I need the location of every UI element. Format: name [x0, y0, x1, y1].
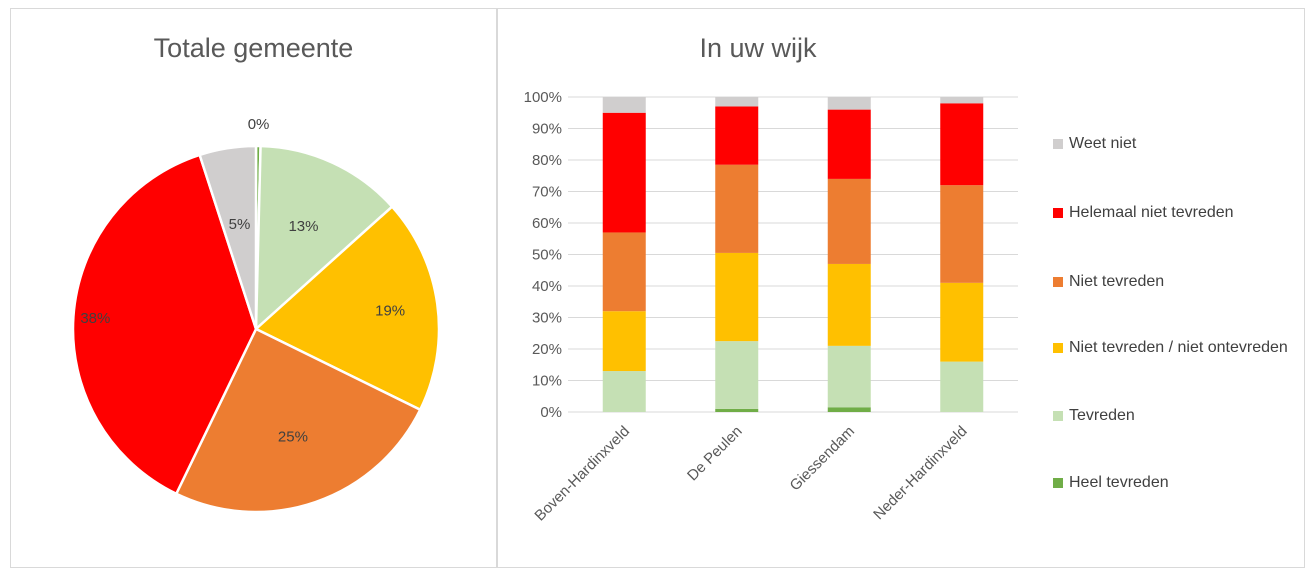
x-tick-label: Boven-Hardinxveld — [531, 423, 633, 525]
x-tick-label: Neder-Hardinxveld — [870, 423, 970, 523]
bar-segment-heel-tevreden — [715, 408, 759, 412]
bar-segment-niet-tevreden-niet-ontevreden — [827, 263, 871, 346]
bar-segment-weet-niet — [940, 97, 984, 104]
legend-label: Weet niet — [1069, 135, 1137, 152]
y-tick-label: 20% — [532, 341, 562, 358]
y-tick-label: 10% — [532, 373, 562, 390]
legend-swatch — [1053, 478, 1063, 488]
legend-item: Tevreden — [1053, 404, 1299, 428]
bar-segment-weet-niet — [827, 97, 871, 110]
legend-swatch — [1053, 411, 1063, 421]
bar-segment-niet-tevreden-niet-ontevreden — [602, 311, 646, 372]
bar-segment-helemaal-niet-tevreden — [827, 109, 871, 179]
legend-item: Niet tevreden — [1053, 270, 1299, 294]
y-tick-label: 40% — [532, 278, 562, 295]
legend-swatch — [1053, 343, 1063, 353]
y-tick-label: 0% — [540, 404, 562, 421]
legend-label: Tevreden — [1069, 407, 1135, 424]
y-tick-label: 80% — [532, 152, 562, 169]
legend-label: Heel tevreden — [1069, 474, 1169, 491]
bar-segment-niet-tevreden-niet-ontevreden — [940, 282, 984, 362]
legend-swatch — [1053, 277, 1063, 287]
bar-segment-niet-tevreden — [827, 178, 871, 264]
bar-segment-heel-tevreden — [827, 407, 871, 412]
legend-label: Niet tevreden — [1069, 273, 1165, 290]
y-tick-label: 60% — [532, 215, 562, 232]
bar-segment-weet-niet — [602, 97, 646, 113]
bar-segment-helemaal-niet-tevreden — [602, 112, 646, 233]
bar-segment-niet-tevreden-niet-ontevreden — [715, 252, 759, 342]
pie-slice-niet-tevreden — [174, 327, 422, 514]
legend-label: Helemaal niet tevreden — [1069, 204, 1234, 221]
legend-item: Niet tevreden / niet ontevreden — [1053, 336, 1299, 360]
y-tick-label: 100% — [524, 89, 562, 106]
pie-chart: 0% 13% 19% 25% 38% 5% — [71, 116, 441, 514]
bar-segment-weet-niet — [715, 97, 759, 107]
legend-swatch — [1053, 139, 1063, 149]
bar-segment-niet-tevreden — [602, 232, 646, 312]
y-tick-label: 50% — [532, 247, 562, 264]
pie-data-label: 0% — [248, 116, 270, 133]
pie-data-label: 13% — [288, 218, 318, 235]
pie-slice-helemaal-niet-tevreden — [71, 153, 258, 496]
legend-item: Helemaal niet tevreden — [1053, 201, 1299, 225]
pie-chart-panel: Totale gemeente 0% 13% 19% 25% 38% 5% — [10, 8, 497, 568]
pie-data-label: 25% — [278, 428, 308, 445]
bar-segment-helemaal-niet-tevreden — [940, 103, 984, 186]
x-tick-label: Giessendam — [787, 423, 859, 495]
bar-chart-panel: In uw wijk 0% 10% 20% 30% 40% 50% 60% 70% 80% 90%… — [497, 8, 1305, 568]
legend-label: Niet tevreden / niet ontevreden — [1069, 339, 1288, 356]
pie-slice-weet-niet — [198, 144, 258, 330]
bar-segment-tevreden — [940, 361, 984, 412]
bar-segment-helemaal-niet-tevreden — [715, 106, 759, 165]
bar-segment-tevreden — [715, 341, 759, 409]
x-tick-label: De Peulen — [684, 423, 746, 485]
bar-segment-niet-tevreden — [940, 185, 984, 283]
pie-slice-niet-tevreden-niet-ontevreden — [253, 204, 441, 412]
pie-data-label: 5% — [229, 216, 251, 233]
pie-data-label: 38% — [80, 310, 110, 327]
bar-chart-title: In uw wijk — [699, 33, 817, 63]
pie-data-label: 19% — [375, 302, 405, 319]
legend-swatch — [1053, 208, 1063, 218]
bar-segment-tevreden — [602, 371, 646, 412]
pie-slice-tevreden — [254, 144, 394, 332]
legend-item: Weet niet — [1053, 132, 1299, 156]
bar-segment-niet-tevreden — [715, 164, 759, 253]
y-tick-label: 90% — [532, 121, 562, 138]
legend-item: Heel tevreden — [1053, 471, 1299, 495]
y-tick-label: 30% — [532, 310, 562, 327]
y-tick-label: 70% — [532, 184, 562, 201]
bar-segment-tevreden — [827, 345, 871, 408]
pie-chart-title: Totale gemeente — [153, 33, 354, 63]
stacked-bar-chart: 0% 10% 20% 30% 40% 50% 60% 70% 80% 90% 100% Boven-H… — [524, 89, 1018, 525]
